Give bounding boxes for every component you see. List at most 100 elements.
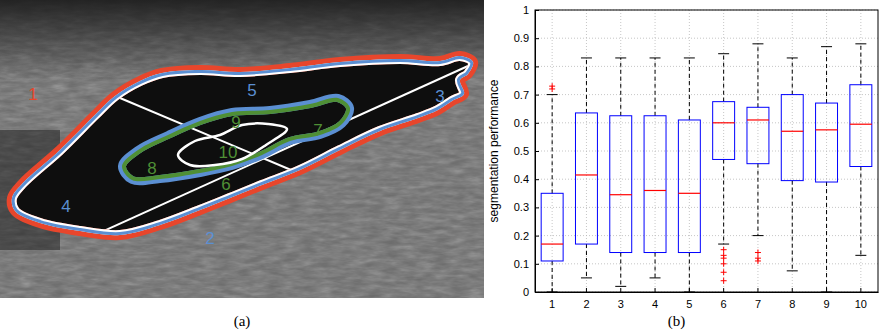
tick: 10 (855, 288, 867, 310)
whisker-lower (723, 159, 724, 244)
whisker-lower (792, 181, 793, 271)
grid-line (535, 122, 878, 123)
contour-outer (12, 56, 474, 235)
tick-label: 6 (721, 298, 727, 310)
whisker-upper (655, 58, 656, 116)
contour-outer-gap (12, 56, 474, 235)
tick-mark (535, 207, 539, 208)
tick-label: 9 (823, 298, 829, 310)
whisker-upper (860, 44, 861, 85)
whisker-upper (757, 44, 758, 107)
tick-mark (655, 288, 656, 292)
contour-inner-edge (122, 98, 350, 182)
tick-mark (535, 236, 539, 237)
box (575, 113, 597, 244)
tick: 7 (755, 288, 761, 310)
region-label: 4 (61, 197, 70, 216)
contour-middle (12, 56, 474, 235)
x-axis: 12345678910 (536, 288, 879, 310)
region-label: 8 (147, 159, 156, 178)
tick-label: 0.7 (514, 89, 529, 101)
whisker-lower (826, 182, 827, 292)
grid-line (860, 10, 861, 292)
whisker-cap (650, 277, 661, 278)
tick-mark (826, 288, 827, 292)
tick-mark (860, 288, 861, 292)
tick: 9 (823, 288, 829, 310)
plot-background (535, 10, 878, 292)
tick-label: 0.3 (514, 201, 529, 213)
tick-label: 7 (755, 298, 761, 310)
tick-label: 1 (523, 4, 529, 16)
ultrasound-panel (0, 0, 484, 298)
grid (535, 10, 878, 292)
region-label: 7 (313, 121, 322, 140)
grid-line (586, 10, 587, 292)
tick-label: 0.2 (514, 230, 529, 242)
tick: 1 (549, 288, 555, 310)
median (781, 131, 803, 132)
box (644, 116, 666, 253)
grid-line (552, 10, 553, 292)
whisker-cap (547, 94, 558, 95)
tick-mark (535, 38, 539, 39)
whisker-cap (718, 53, 729, 54)
tick: 8 (789, 288, 795, 310)
lesion-area (12, 56, 474, 235)
grid-line (792, 10, 793, 292)
tick-label: 0.8 (514, 60, 529, 72)
outlier (755, 250, 761, 256)
median (644, 190, 666, 191)
box (678, 120, 700, 253)
grid-line (535, 263, 878, 264)
outlier (721, 261, 727, 267)
image-background (0, 0, 484, 298)
tick-label: 0.9 (514, 32, 529, 44)
tick-label: 4 (652, 298, 658, 310)
y-axis-title: segmentation performance (487, 79, 501, 222)
whisker-lower (860, 167, 861, 256)
median (575, 174, 597, 175)
whisker-lower (552, 261, 553, 292)
box (816, 103, 838, 182)
whisker-lower (655, 253, 656, 278)
outlier (721, 247, 727, 253)
whisker-lower (757, 164, 758, 236)
region-label: 3 (435, 87, 444, 106)
grid-line (689, 10, 690, 292)
whisker-cap (821, 46, 832, 47)
tick: 6 (721, 288, 727, 310)
outlier (549, 83, 555, 89)
whisker-cap (581, 277, 592, 278)
tick: 3 (618, 288, 624, 310)
figure: 12345678910(a)00.10.20.30.40.50.60.70.80… (0, 0, 886, 336)
tick-mark (792, 288, 793, 292)
whisker-cap (684, 57, 695, 58)
whisker-upper (723, 54, 724, 102)
tick-mark (535, 179, 539, 180)
region-label: 1 (28, 85, 37, 104)
grid-line (620, 10, 621, 292)
whisker-upper (552, 95, 553, 194)
tick: 2 (583, 288, 589, 310)
box (713, 102, 735, 160)
divider-line (75, 66, 468, 244)
whisker-upper (792, 58, 793, 95)
region-label: 2 (205, 229, 214, 248)
contour-inner (122, 98, 350, 182)
tick-mark (535, 66, 539, 67)
median (713, 122, 735, 123)
whisker-cap (650, 57, 661, 58)
tick-label: 0.5 (514, 145, 529, 157)
whisker-upper (826, 47, 827, 103)
grid-line (535, 207, 878, 208)
tick-label: 0 (523, 286, 529, 298)
box (747, 107, 769, 163)
whisker-lower (586, 244, 587, 278)
whisker-cap (718, 244, 729, 245)
plot-frame (535, 10, 878, 292)
tick-label: 0.1 (514, 258, 529, 270)
tick-label: 3 (618, 298, 624, 310)
outlier (721, 278, 727, 284)
outlier (755, 258, 761, 264)
